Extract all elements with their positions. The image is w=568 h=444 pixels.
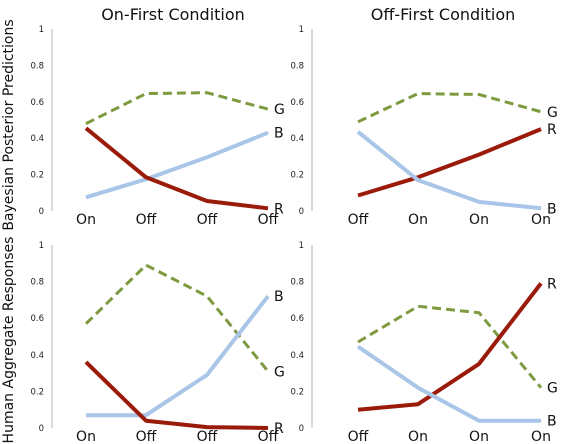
row-label-human: Human Aggregate Responses (1, 237, 17, 444)
x-tick-label: Off (197, 212, 218, 228)
x-tick-label: On (469, 212, 489, 228)
series-line-B (356, 344, 541, 423)
y-tick-label: 1 (39, 25, 44, 35)
title-off-first: Off-First Condition (371, 5, 516, 24)
y-tick-label: 0.2 (30, 171, 44, 181)
series-end-label-G: G (274, 102, 285, 118)
x-tick-label: On (531, 212, 551, 228)
x-tick-label: On (531, 429, 551, 444)
y-tick-label: 0 (299, 207, 304, 217)
series-line-R (357, 282, 543, 412)
y-tick-label: 0.4 (30, 134, 44, 144)
series-line-B (86, 294, 270, 418)
y-tick-label: 0.8 (30, 278, 44, 288)
x-tick-label: Off (348, 212, 369, 228)
x-tick-label: Off (197, 429, 218, 444)
series-end-label-B: B (274, 126, 284, 142)
series-line-G (85, 91, 269, 125)
x-tick-label: Off (258, 212, 279, 228)
y-tick-label: 0.8 (290, 61, 304, 71)
y-tick-label: 0.8 (290, 278, 304, 288)
panel-off-first-bayesian: 0 0.2 0.4 0.6 0.8 1 Off On On On GR B (290, 25, 557, 228)
y-tick-label: 1 (299, 25, 304, 35)
series-line-G (357, 92, 542, 124)
y-tick-label: 0 (39, 207, 44, 217)
x-tick-label: On (408, 212, 428, 228)
x-tick-label: Off (348, 429, 369, 444)
series-end-label-R: R (274, 421, 284, 437)
panel-off-first-human: 0 0.2 0.4 0.6 0.8 1 Off On On On G R B (290, 241, 557, 444)
series-line-G (357, 304, 543, 389)
panel-on-first-bayesian: 0 0.2 0.4 0.6 0.8 1 On Off Off Off GB R (30, 25, 284, 228)
series-line-R (84, 360, 269, 430)
x-tick-label: On (76, 212, 96, 228)
x-tick-label: Off (136, 212, 157, 228)
series-end-label-R: R (547, 276, 557, 292)
series-line-R (84, 126, 269, 211)
y-tick-label: 0 (299, 424, 304, 434)
y-tick-label: 0.6 (30, 98, 44, 108)
series-line-G (84, 263, 270, 373)
y-tick-label: 0.6 (290, 314, 304, 324)
y-tick-label: 1 (299, 241, 304, 251)
series-end-label-G: G (547, 381, 558, 397)
series-line-B (85, 130, 269, 200)
y-tick-label: 0 (39, 424, 44, 434)
series-end-label-R: R (547, 122, 557, 138)
panel-on-first-human: 0 0.2 0.4 0.6 0.8 1 On Off Off Off G B R (30, 241, 284, 444)
x-tick-label: On (469, 429, 489, 444)
row-label-bayesian: Bayesian Posterior Predictions (1, 19, 17, 230)
x-tick-label: On (76, 429, 96, 444)
y-tick-label: 0.4 (290, 351, 304, 361)
series-end-label-R: R (274, 201, 284, 217)
y-tick-label: 0.2 (290, 387, 304, 397)
y-tick-label: 0.4 (30, 351, 44, 361)
x-tick-label: On (408, 429, 428, 444)
series-end-label-B: B (274, 289, 284, 305)
y-tick-label: 0.2 (30, 387, 44, 397)
y-tick-label: 0.4 (290, 134, 304, 144)
series-end-label-B: B (547, 201, 557, 217)
x-tick-label: Off (258, 429, 279, 444)
series-end-label-G: G (547, 105, 558, 121)
series-end-label-G: G (274, 364, 285, 380)
series-end-label-B: B (547, 414, 557, 430)
y-tick-label: 0.8 (30, 61, 44, 71)
y-tick-label: 0.6 (290, 98, 304, 108)
x-tick-label: Off (136, 429, 157, 444)
series-line-B (356, 130, 542, 211)
y-tick-label: 0.2 (290, 171, 304, 181)
series-line-R (357, 127, 542, 198)
y-tick-label: 1 (39, 241, 44, 251)
y-tick-label: 0.6 (30, 314, 44, 324)
title-on-first: On-First Condition (101, 5, 245, 24)
